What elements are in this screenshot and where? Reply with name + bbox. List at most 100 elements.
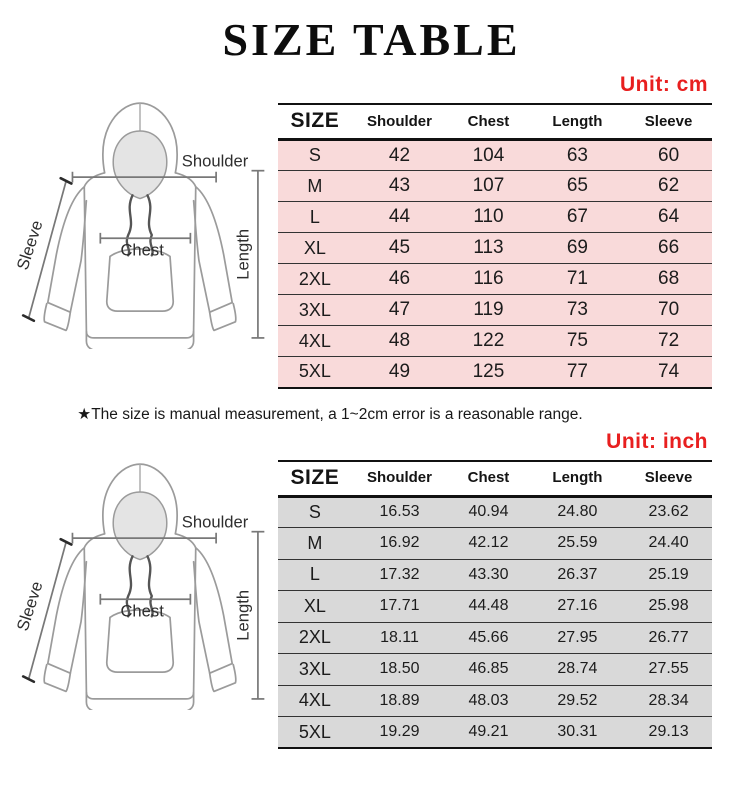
- hoodie-measurement-diagram: Shoulder Chest Length Sleeve: [13, 102, 265, 350]
- size-value: 18.11: [351, 622, 448, 655]
- size-label: S: [278, 139, 352, 172]
- size-label: 3XL: [278, 653, 352, 686]
- size-label: L: [278, 559, 352, 592]
- sleeve-label: Sleeve: [13, 579, 47, 633]
- shoulder-label: Shoulder: [182, 152, 249, 171]
- col-header-chest: Chest: [447, 460, 530, 498]
- hem-band: [85, 691, 195, 710]
- size-value: 75: [529, 325, 626, 358]
- size-row-l: L 44 110 67 64: [278, 201, 712, 234]
- size-value: 18.50: [351, 653, 448, 686]
- col-header-chest: Chest: [447, 104, 530, 142]
- size-value: 25.19: [625, 559, 712, 592]
- right-cuff: [208, 302, 237, 332]
- size-value: 16.92: [351, 527, 448, 560]
- header-row: SIZE Shoulder Chest Length Sleeve: [278, 104, 712, 142]
- size-label: M: [278, 170, 352, 203]
- page-title: SIZE TABLE: [222, 14, 521, 65]
- size-label: 4XL: [278, 325, 352, 358]
- size-value: 30.31: [529, 716, 626, 749]
- size-row-s: S 42 104 63 60: [278, 139, 712, 172]
- size-label: XL: [278, 232, 352, 265]
- size-value: 25.59: [529, 527, 626, 560]
- size-label: S: [278, 496, 352, 529]
- size-value: 104: [447, 139, 530, 172]
- size-value: 44: [351, 201, 448, 234]
- size-value: 65: [529, 170, 626, 203]
- size-label: 3XL: [278, 294, 352, 327]
- size-value: 16.53: [351, 496, 448, 529]
- size-label: 5XL: [278, 356, 352, 388]
- size-value: 125: [447, 356, 530, 388]
- size-value: 28.74: [529, 653, 626, 686]
- sleeve-label: Sleeve: [13, 218, 47, 272]
- size-value: 17.71: [351, 590, 448, 623]
- size-value: 72: [625, 325, 712, 358]
- size-value: 24.40: [625, 527, 712, 560]
- size-label: 2XL: [278, 622, 352, 655]
- left-drawstring: [125, 194, 134, 257]
- measurement-note: ★The size is manual measurement, a 1~2cm…: [77, 405, 583, 423]
- col-header-shoulder: Shoulder: [351, 460, 448, 498]
- chest-measure: Chest: [99, 593, 192, 620]
- size-value: 25.98: [625, 590, 712, 623]
- size-value: 64: [625, 201, 712, 234]
- size-value: 60: [625, 139, 712, 172]
- col-header-shoulder: Shoulder: [351, 104, 448, 142]
- hoodie-diagram-cm: Shoulder Chest Length Sleeve: [6, 69, 278, 389]
- size-value: 27.16: [529, 590, 626, 623]
- size-row-5xl: 5XL 19.29 49.21 30.31 29.13: [278, 716, 712, 749]
- header-row: SIZE Shoulder Chest Length Sleeve: [278, 460, 712, 498]
- col-header-size: SIZE: [278, 104, 352, 142]
- size-value: 71: [529, 263, 626, 296]
- size-row-2xl: 2XL 18.11 45.66 27.95 26.77: [278, 622, 712, 655]
- size-value: 45: [351, 232, 448, 265]
- size-value: 49.21: [447, 716, 530, 749]
- size-row-xl: XL 45 113 69 66: [278, 232, 712, 265]
- size-row-5xl: 5XL 49 125 77 74: [278, 356, 712, 388]
- size-value: 19.29: [351, 716, 448, 749]
- size-value: 48.03: [447, 685, 530, 718]
- size-value: 49: [351, 356, 448, 388]
- col-header-length: Length: [529, 460, 626, 498]
- hood-opening: [112, 490, 168, 561]
- col-header-sleeve: Sleeve: [625, 460, 712, 498]
- col-header-length: Length: [529, 104, 626, 142]
- size-value: 26.77: [625, 622, 712, 655]
- right-drawstring: [146, 194, 154, 257]
- body-outline: [83, 172, 197, 339]
- size-row-xl: XL 17.71 44.48 27.16 25.98: [278, 590, 712, 623]
- size-value: 122: [447, 325, 530, 358]
- size-label: 2XL: [278, 263, 352, 296]
- size-value: 119: [447, 294, 530, 327]
- size-value: 70: [625, 294, 712, 327]
- size-value: 24.80: [529, 496, 626, 529]
- size-row-4xl: 4XL 48 122 75 72: [278, 325, 712, 358]
- body-outline: [83, 532, 197, 700]
- size-row-m: M 16.92 42.12 25.59 24.40: [278, 527, 712, 560]
- chest-label: Chest: [120, 241, 164, 260]
- unit-label-inch: Unit: inch: [606, 429, 708, 453]
- hood-opening: [112, 130, 168, 200]
- sleeve-measure: Sleeve: [13, 177, 73, 323]
- size-value: 23.62: [625, 496, 712, 529]
- right-sleeve: [192, 186, 234, 314]
- size-value: 29.13: [625, 716, 712, 749]
- right-sleeve: [192, 546, 234, 674]
- kangaroo-pocket: [105, 608, 175, 673]
- size-row-m: M 43 107 65 62: [278, 170, 712, 203]
- size-value: 18.89: [351, 685, 448, 718]
- hoodie-measurement-diagram: Shoulder Chest Length Sleeve: [13, 462, 265, 710]
- size-value: 46: [351, 263, 448, 296]
- size-value: 45.66: [447, 622, 530, 655]
- inch-section: Shoulder Chest Length Sleeve Unit: inch: [0, 430, 743, 750]
- hem-band: [85, 330, 195, 350]
- size-value: 62: [625, 170, 712, 203]
- unit-label-cm: Unit: cm: [620, 73, 708, 97]
- size-value: 107: [447, 170, 530, 203]
- shoulder-measure: Shoulder: [71, 512, 249, 544]
- size-label: 5XL: [278, 716, 352, 749]
- size-value: 73: [529, 294, 626, 327]
- size-row-2xl: 2XL 46 116 71 68: [278, 263, 712, 296]
